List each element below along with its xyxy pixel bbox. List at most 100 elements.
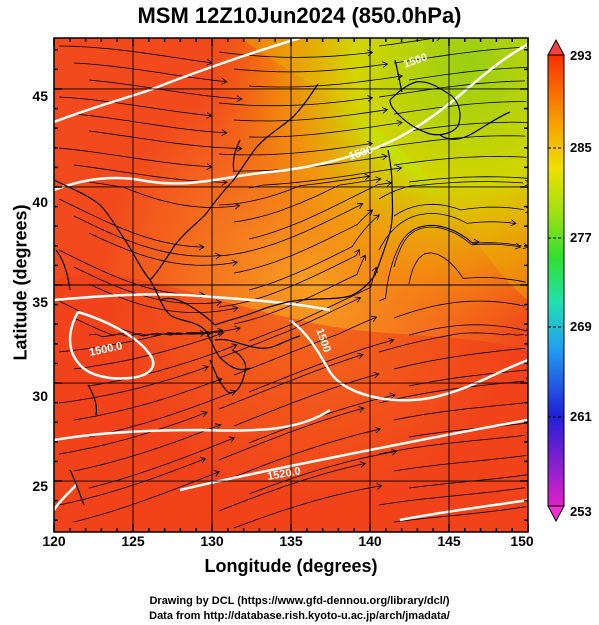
streamline-arrow	[202, 365, 210, 372]
colorbar-tick-label: 269	[570, 319, 592, 334]
streamline	[378, 434, 525, 455]
streamline	[248, 75, 403, 88]
streamline	[378, 135, 526, 149]
streamline	[393, 455, 527, 472]
x-tick-label: 140	[358, 533, 382, 549]
streamline-arrow	[199, 457, 207, 464]
streamline-arrow	[228, 436, 236, 443]
axis-ticks	[53, 38, 529, 532]
streamline-arrow	[90, 536, 96, 542]
streamline	[73, 424, 221, 472]
streamline	[393, 203, 524, 217]
streamline-arrow	[529, 472, 534, 478]
streamline	[378, 487, 526, 506]
coastlines	[54, 59, 511, 506]
streamline	[378, 212, 516, 251]
x-tick-label: 150	[510, 533, 534, 549]
streamline	[408, 121, 528, 132]
streamline	[218, 97, 373, 107]
streamline-arrow	[231, 259, 239, 267]
streamline-arrow	[217, 330, 225, 338]
streamline	[233, 63, 388, 73]
streamline-arrow	[359, 461, 367, 468]
streamline	[58, 198, 204, 248]
streamline	[393, 46, 527, 64]
streamline-arrow	[198, 243, 205, 251]
x-tick-label: 120	[42, 533, 66, 549]
streamline-arrow	[524, 179, 528, 187]
streamline-arrow	[234, 202, 241, 210]
streamline-arrow	[381, 61, 389, 68]
colorbar-max-arrow	[547, 38, 565, 56]
streamline	[408, 176, 528, 183]
streamline-arrow	[366, 140, 374, 148]
streamline-arrow	[391, 448, 398, 456]
streamline-arrow	[529, 119, 534, 125]
y-tick-label: 40	[32, 194, 48, 210]
streamline-arrow	[510, 219, 517, 227]
streamline-arrow	[358, 406, 365, 413]
streamline-arrow	[381, 107, 389, 114]
streamline	[233, 109, 388, 122]
streamline	[378, 38, 435, 47]
colorbar-ticks	[548, 147, 564, 418]
streamline	[248, 450, 397, 495]
streamline	[73, 215, 221, 257]
streamline	[393, 101, 527, 115]
temperature-field	[54, 38, 534, 542]
streamline-arrow	[389, 392, 396, 400]
streamline-arrow	[528, 99, 533, 105]
streamline	[248, 339, 394, 393]
streamline	[88, 79, 242, 100]
streamline	[73, 266, 222, 304]
streamline	[393, 506, 527, 523]
streamline-arrow	[234, 325, 241, 333]
streamline	[73, 113, 227, 134]
streamline-arrow	[381, 153, 388, 161]
colorbar-tick-label: 253	[570, 504, 592, 519]
streamline	[393, 155, 527, 166]
streamline-arrow	[396, 165, 403, 172]
streamline	[58, 96, 212, 117]
streamline-arrow	[375, 176, 382, 183]
streamline	[233, 254, 366, 325]
colorbar-tick-label: 277	[570, 230, 592, 245]
streamline-arrow	[374, 426, 381, 434]
streamline	[233, 209, 373, 274]
streamline	[233, 485, 382, 529]
streamline-arrow	[357, 352, 364, 360]
streamline	[393, 226, 521, 268]
streamline	[248, 182, 392, 240]
streamline	[248, 267, 377, 342]
streamline	[73, 62, 227, 83]
streamline	[378, 224, 480, 302]
streamline	[408, 252, 526, 285]
streamline	[73, 378, 223, 421]
streamline	[378, 181, 524, 200]
streamline-arrow	[214, 423, 222, 430]
chart-title: MSM 12Z10Jun2024 (850.0hPa)	[137, 3, 462, 28]
streamline	[58, 411, 208, 455]
credit-data: Data from http://database.rish.kyoto-u.a…	[149, 610, 450, 622]
streamline-arrow	[354, 248, 360, 256]
streamline	[88, 344, 238, 387]
streamline-arrow	[366, 209, 374, 216]
credit-drawing: Drawing by DCL (https://www.gfd-dennou.o…	[149, 595, 450, 607]
streamline	[248, 167, 402, 189]
streamline	[378, 80, 526, 98]
streamline	[88, 130, 242, 149]
streamline-arrow	[232, 305, 239, 313]
streamline-arrow	[529, 420, 534, 426]
streamline-arrow	[396, 119, 403, 127]
y-axis-label: Latitude (degrees)	[10, 204, 31, 361]
streamline	[393, 402, 526, 421]
streamline	[408, 369, 527, 387]
streamline-arrow	[366, 95, 374, 102]
streamline	[408, 67, 528, 81]
x-tick-label: 135	[279, 533, 303, 549]
colorbar-tick-label: 285	[570, 140, 592, 155]
streamline-arrow	[373, 371, 380, 379]
map-grid	[54, 38, 528, 532]
streamline-arrow	[236, 95, 243, 103]
colorbar-tick-label: 293	[570, 48, 592, 63]
